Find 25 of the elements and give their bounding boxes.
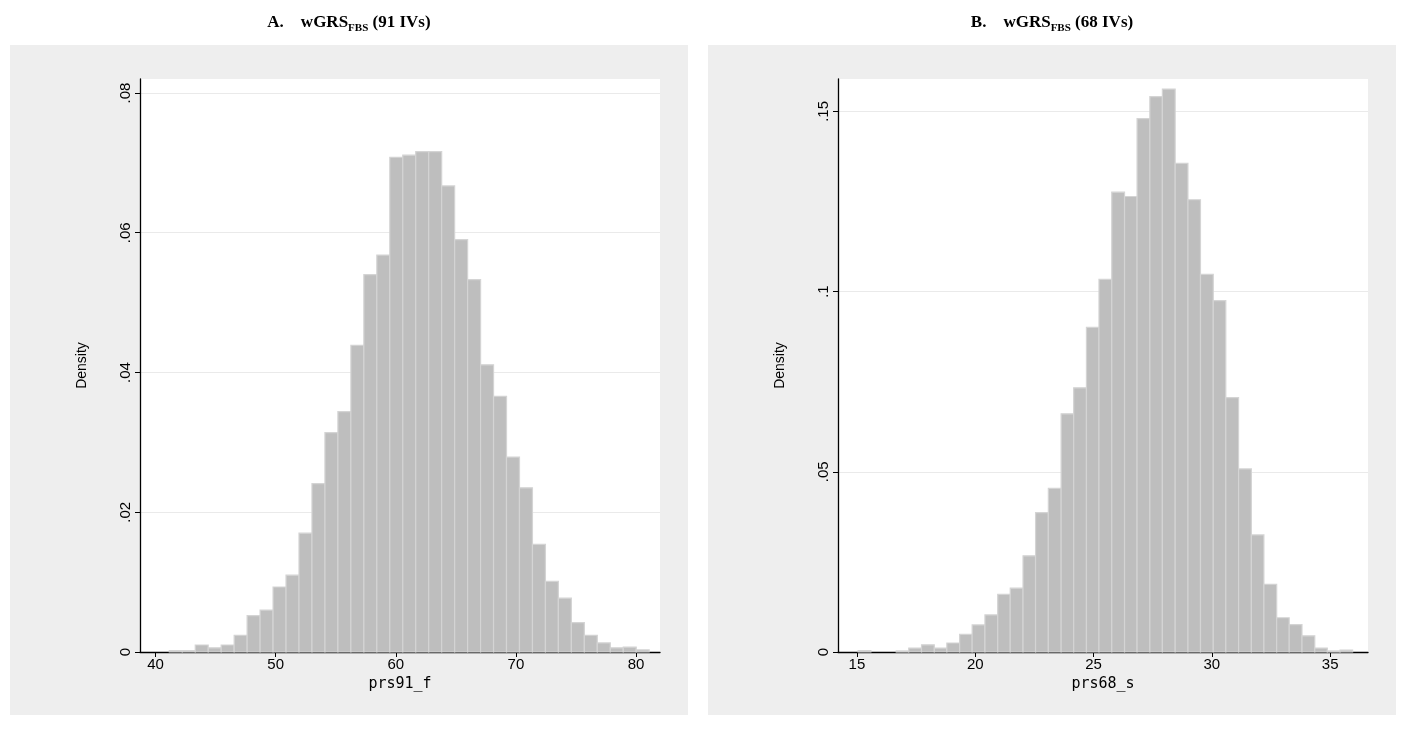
x-axis-title: prs91_f — [368, 674, 432, 693]
y-tick-label: .02 — [116, 501, 133, 523]
x-tick-label: 15 — [848, 655, 866, 672]
y-tick-label: .08 — [116, 82, 133, 104]
x-axis-title: prs68_s — [1071, 674, 1135, 693]
y-tick-label: .04 — [116, 362, 133, 383]
y-tick-label: .15 — [814, 101, 831, 122]
y-tick-label: .06 — [116, 222, 133, 244]
x-tick-label: 25 — [1085, 655, 1102, 672]
x-tick-label: 60 — [387, 655, 405, 672]
x-tick-label: 30 — [1203, 655, 1221, 672]
x-tick-label: 70 — [507, 655, 525, 672]
x-tick-label: 80 — [627, 655, 645, 672]
chart-title: A. wGRS$_{FBS}$ (91 IVs) — [266, 12, 432, 34]
y-axis-title: Density — [771, 342, 787, 389]
x-tick-label: 35 — [1321, 655, 1339, 672]
x-tick-label: 40 — [147, 655, 164, 672]
y-tick-label: .1 — [814, 285, 831, 298]
y-axis-title: Density — [73, 342, 89, 389]
x-tick-label: 20 — [966, 655, 984, 672]
chart-title: B. wGRS$_{FBS}$ (68 IVs) — [969, 12, 1135, 34]
y-tick-label: 0 — [814, 647, 831, 657]
x-tick-label: 50 — [267, 655, 285, 672]
y-tick-label: 0 — [116, 647, 133, 657]
y-tick-label: .05 — [814, 461, 831, 483]
